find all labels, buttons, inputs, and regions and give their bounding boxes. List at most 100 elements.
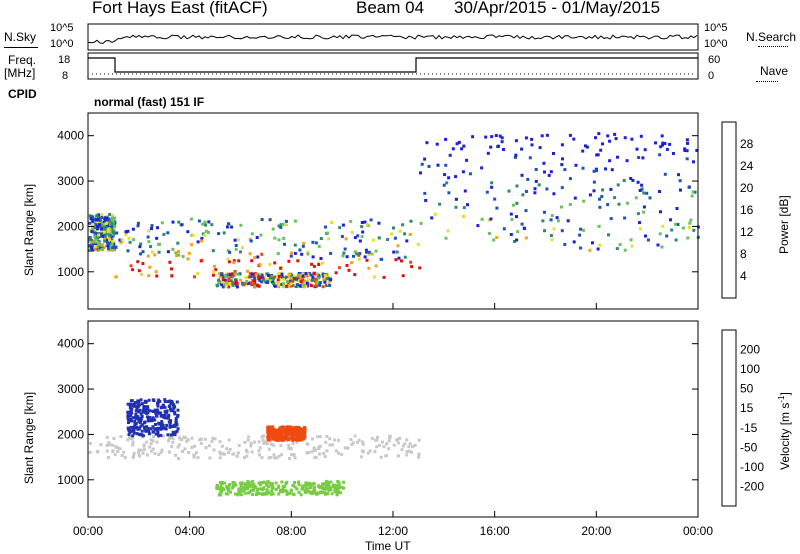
- echo-cell: [99, 443, 103, 447]
- echo-cell: [97, 233, 101, 237]
- echo-cell: [129, 414, 133, 418]
- echo-cell: [407, 445, 411, 449]
- echo-cell: [670, 228, 674, 232]
- echo-cell: [148, 265, 152, 269]
- echo-cell: [584, 144, 587, 148]
- echo-cell: [314, 284, 318, 288]
- y-tick-label: 2000: [57, 219, 84, 233]
- echo-cell: [210, 223, 214, 227]
- echo-cell: [310, 262, 314, 266]
- echo-cell: [353, 273, 357, 277]
- echo-cell: [259, 481, 263, 485]
- echo-cell: [267, 278, 270, 282]
- echo-cell: [592, 180, 596, 184]
- echo-cell: [618, 243, 622, 246]
- nsearch-dots: [758, 46, 788, 47]
- echo-cell: [550, 214, 554, 217]
- echo-cell: [500, 136, 504, 140]
- echo-cell: [229, 490, 232, 494]
- echo-cell: [301, 433, 305, 437]
- nave-dots: [756, 81, 778, 82]
- echo-cell: [310, 482, 314, 486]
- echo-cell: [217, 281, 221, 285]
- echo-cell: [308, 486, 312, 490]
- echo-cell: [207, 444, 211, 448]
- echo-cell: [515, 201, 519, 205]
- echo-cell: [513, 240, 516, 243]
- echo-cell: [92, 243, 96, 247]
- echo-cell: [142, 410, 146, 414]
- echo-cell: [166, 433, 170, 437]
- echo-cell: [489, 217, 493, 221]
- echo-cell: [192, 453, 196, 457]
- echo-cell: [138, 403, 142, 407]
- echo-cell: [609, 187, 613, 191]
- echo-cell: [277, 224, 281, 228]
- echo-cell: [235, 285, 239, 289]
- echo-cell: [304, 491, 308, 494]
- echo-cell: [500, 140, 504, 144]
- echo-cell: [435, 142, 439, 146]
- echo-cell: [244, 448, 248, 452]
- echo-cell: [169, 407, 172, 411]
- echo-cell: [661, 141, 665, 145]
- echo-cell: [228, 282, 232, 285]
- echo-cell: [396, 244, 400, 248]
- echo-cell: [109, 240, 113, 244]
- echo-cell: [302, 437, 306, 441]
- x-tick-label: 04:00: [175, 524, 205, 538]
- echo-cell: [176, 445, 180, 449]
- echo-cell: [211, 273, 215, 277]
- echo-cell: [174, 416, 178, 420]
- echo-cell: [147, 274, 151, 278]
- echo-cell: [313, 448, 317, 452]
- echo-cell: [301, 484, 305, 488]
- y-tick-label: 3000: [57, 174, 84, 188]
- echo-cell: [96, 218, 100, 222]
- echo-cell: [329, 488, 333, 492]
- cpid-label: CPID: [8, 87, 37, 101]
- echo-cell: [293, 456, 297, 460]
- echo-cell: [327, 488, 331, 492]
- echo-cell: [285, 439, 289, 442]
- echo-cell: [236, 451, 240, 455]
- echo-cell: [304, 284, 308, 288]
- echo-cell: [285, 284, 288, 288]
- echo-cell: [594, 136, 597, 140]
- echo-cell: [365, 222, 369, 226]
- echo-cell: [213, 264, 216, 268]
- echo-cell: [357, 253, 361, 257]
- echo-cell: [302, 283, 306, 287]
- echo-cell: [502, 148, 505, 151]
- echo-cell: [552, 152, 555, 155]
- echo-cell: [140, 433, 144, 437]
- echo-cell: [269, 276, 273, 280]
- echo-cell: [248, 483, 252, 487]
- freq-panel-frame: [87, 52, 699, 80]
- echo-cell: [543, 210, 546, 214]
- echo-cell: [306, 252, 310, 256]
- echo-cell: [281, 222, 285, 226]
- echo-cell: [278, 427, 281, 431]
- echo-cell: [521, 193, 525, 197]
- echo-cell: [543, 229, 546, 233]
- echo-cell: [303, 435, 307, 439]
- echo-cell: [403, 255, 407, 259]
- echo-cell: [199, 259, 203, 263]
- echo-cell: [292, 274, 296, 278]
- echo-cell: [111, 239, 115, 243]
- echo-cell: [262, 278, 266, 282]
- echo-cell: [343, 446, 347, 450]
- echo-cell: [365, 258, 369, 262]
- echo-cell: [256, 255, 260, 259]
- echo-cell: [490, 181, 494, 185]
- colorbar-tick-label: 100: [740, 362, 760, 376]
- echo-cell: [574, 163, 578, 167]
- echo-cell: [545, 187, 549, 191]
- echo-cell: [280, 272, 284, 276]
- echo-cell: [90, 230, 94, 234]
- echo-cell: [101, 243, 105, 247]
- echo-cell: [200, 239, 203, 243]
- echo-cell: [638, 221, 641, 225]
- echo-cell: [301, 278, 305, 282]
